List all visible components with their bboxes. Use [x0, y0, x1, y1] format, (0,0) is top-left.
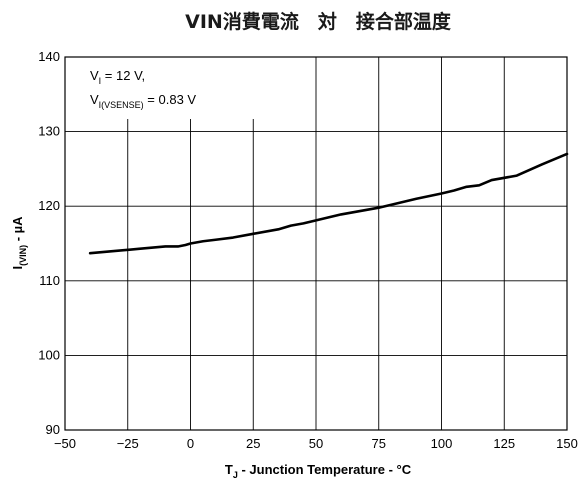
y-tick-label: 110 [39, 273, 60, 288]
y-tick-label: 100 [38, 347, 60, 362]
series-layer [88, 152, 569, 255]
y-tick-label: 130 [38, 124, 60, 139]
x-tick-label: 150 [556, 436, 578, 451]
plot-frame [64, 56, 568, 431]
y-tick-label: 120 [38, 198, 60, 213]
y-tick-labels: 90 100 110 120 130 140 [38, 49, 60, 437]
x-tick-label: 75 [372, 436, 386, 451]
x-tick-label: 50 [309, 436, 323, 451]
x-tick-label: 0 [187, 436, 194, 451]
y-tick-label: 140 [38, 49, 60, 64]
y-axis-label: I(VIN) - µA [10, 216, 28, 270]
x-axis-label: TJ - Junction Temperature - °C [225, 462, 412, 480]
annotation-box [78, 57, 270, 119]
annotation-line-2: VI(VSENSE) = 0.83 V [90, 92, 196, 110]
annotation-line-1: VI = 12 V, [90, 68, 145, 86]
x-tick-label: 125 [493, 436, 515, 451]
x-tick-label: 100 [431, 436, 453, 451]
x-tick-label: 25 [246, 436, 260, 451]
x-tick-labels: −50 −25 0 25 50 75 100 125 150 [54, 436, 578, 451]
x-tick-label: −25 [117, 436, 139, 451]
grid-lines [64, 56, 568, 431]
y-tick-label: 90 [46, 422, 60, 437]
chart-title: VIN消費電流 対 接合部温度 [185, 10, 452, 33]
series-line [88, 152, 569, 255]
x-tick-label: −50 [54, 436, 76, 451]
